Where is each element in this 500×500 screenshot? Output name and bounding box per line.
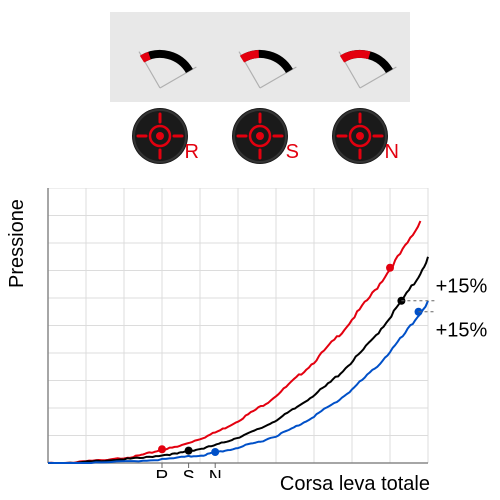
svg-text:S: S (183, 467, 195, 478)
gauge-strip (110, 12, 410, 102)
svg-text:+15%: +15% (436, 320, 488, 342)
knob-row: R S N (110, 106, 410, 186)
knob-S: S (215, 106, 305, 166)
knob-label-N: N (385, 141, 399, 164)
knob-N: N (315, 106, 405, 166)
gauge-R (118, 18, 202, 96)
knob-label-R: R (185, 141, 199, 164)
svg-text:R: R (156, 467, 169, 478)
pressure-chart: Pressione R S N +15% +15% Corsa leva totale (0, 188, 500, 500)
svg-text:+15%: +15% (436, 276, 488, 298)
x-axis-label: Corsa leva totale (280, 473, 430, 496)
gauge-S (218, 18, 302, 96)
chart-canvas: R S N +15% +15% (0, 188, 500, 478)
svg-text:N: N (209, 467, 222, 478)
gauge-N (318, 18, 402, 96)
knob-R: R (115, 106, 205, 166)
y-axis-label: Pressione (6, 199, 29, 288)
knob-label-S: S (286, 141, 299, 164)
